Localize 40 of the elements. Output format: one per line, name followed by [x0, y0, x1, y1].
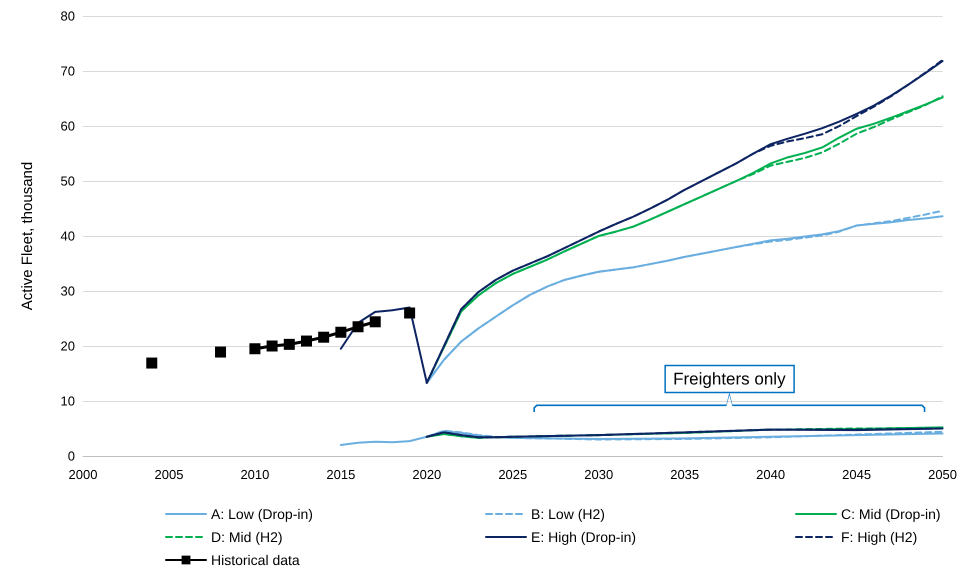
y-tick-label: 70 — [60, 64, 75, 78]
y-axis-title: Active Fleet, thousand — [19, 162, 36, 310]
x-tick-label: 2000 — [68, 467, 98, 482]
point — [146, 358, 158, 369]
point — [300, 336, 312, 347]
point — [318, 332, 330, 343]
y-tick-label: 40 — [60, 228, 75, 244]
x-tick-label: 2010 — [240, 467, 270, 482]
point — [335, 326, 346, 338]
x-tick-label: 2020 — [412, 467, 442, 482]
x-tick-label: 2030 — [584, 467, 614, 482]
x-tick-label: 2005 — [154, 467, 184, 482]
x-tick-label: 2050 — [928, 467, 957, 482]
x-tick-label: 2025 — [498, 467, 528, 482]
x-tick-label: 2015 — [326, 467, 356, 482]
y-tick-label: 30 — [60, 284, 75, 298]
y-tick-label: 60 — [60, 118, 75, 134]
point — [266, 340, 278, 352]
legend-label: F: High (H2) — [841, 529, 918, 545]
x-tick-label: 2040 — [756, 467, 786, 482]
y-tick-label: 0 — [68, 448, 75, 464]
legend-label: C: Mid (Drop-in) — [841, 506, 941, 522]
y-tick-label: 10 — [60, 394, 75, 408]
point — [370, 316, 381, 328]
y-tick-label: 50 — [60, 174, 75, 188]
point — [215, 346, 226, 358]
annotation: Freighters only — [673, 370, 786, 388]
x-tick-label: 2035 — [670, 467, 700, 482]
point — [249, 343, 260, 354]
legend-label: E: High (Drop-in) — [531, 529, 636, 545]
legend-label: Historical data — [211, 552, 300, 568]
y-tick-label: 80 — [60, 8, 75, 24]
point — [352, 321, 364, 332]
y-tick-label: 20 — [60, 338, 75, 354]
x-tick-label: 2045 — [842, 467, 872, 482]
legend-label: D: Mid (H2) — [211, 529, 283, 545]
legend-label: A: Low (Drop-in) — [211, 506, 313, 522]
point — [284, 338, 295, 350]
point — [404, 308, 416, 318]
legend-label: B: Low (H2) — [531, 506, 605, 522]
